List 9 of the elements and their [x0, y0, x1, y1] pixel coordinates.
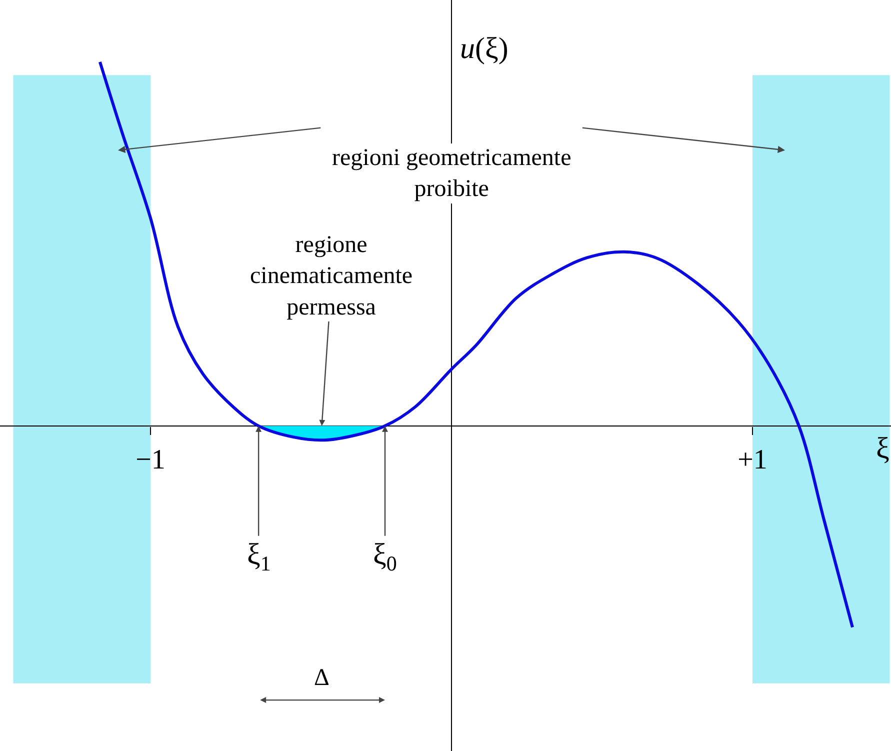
x-axis-title: ξ — [876, 432, 890, 465]
annotation: regioni geometricamente proibite — [332, 145, 572, 202]
annotation: ξ$_{0}$ — [373, 538, 397, 576]
x-tick-label: +1 — [738, 444, 768, 476]
text: Δ — [314, 665, 330, 691]
annotation: ξ$_{1}$ — [247, 538, 271, 576]
x-tick-label: −1 — [136, 444, 166, 476]
y-axis-title: u(ξ) — [460, 32, 508, 65]
annotation: regione cinematicamente permessa — [250, 232, 413, 320]
